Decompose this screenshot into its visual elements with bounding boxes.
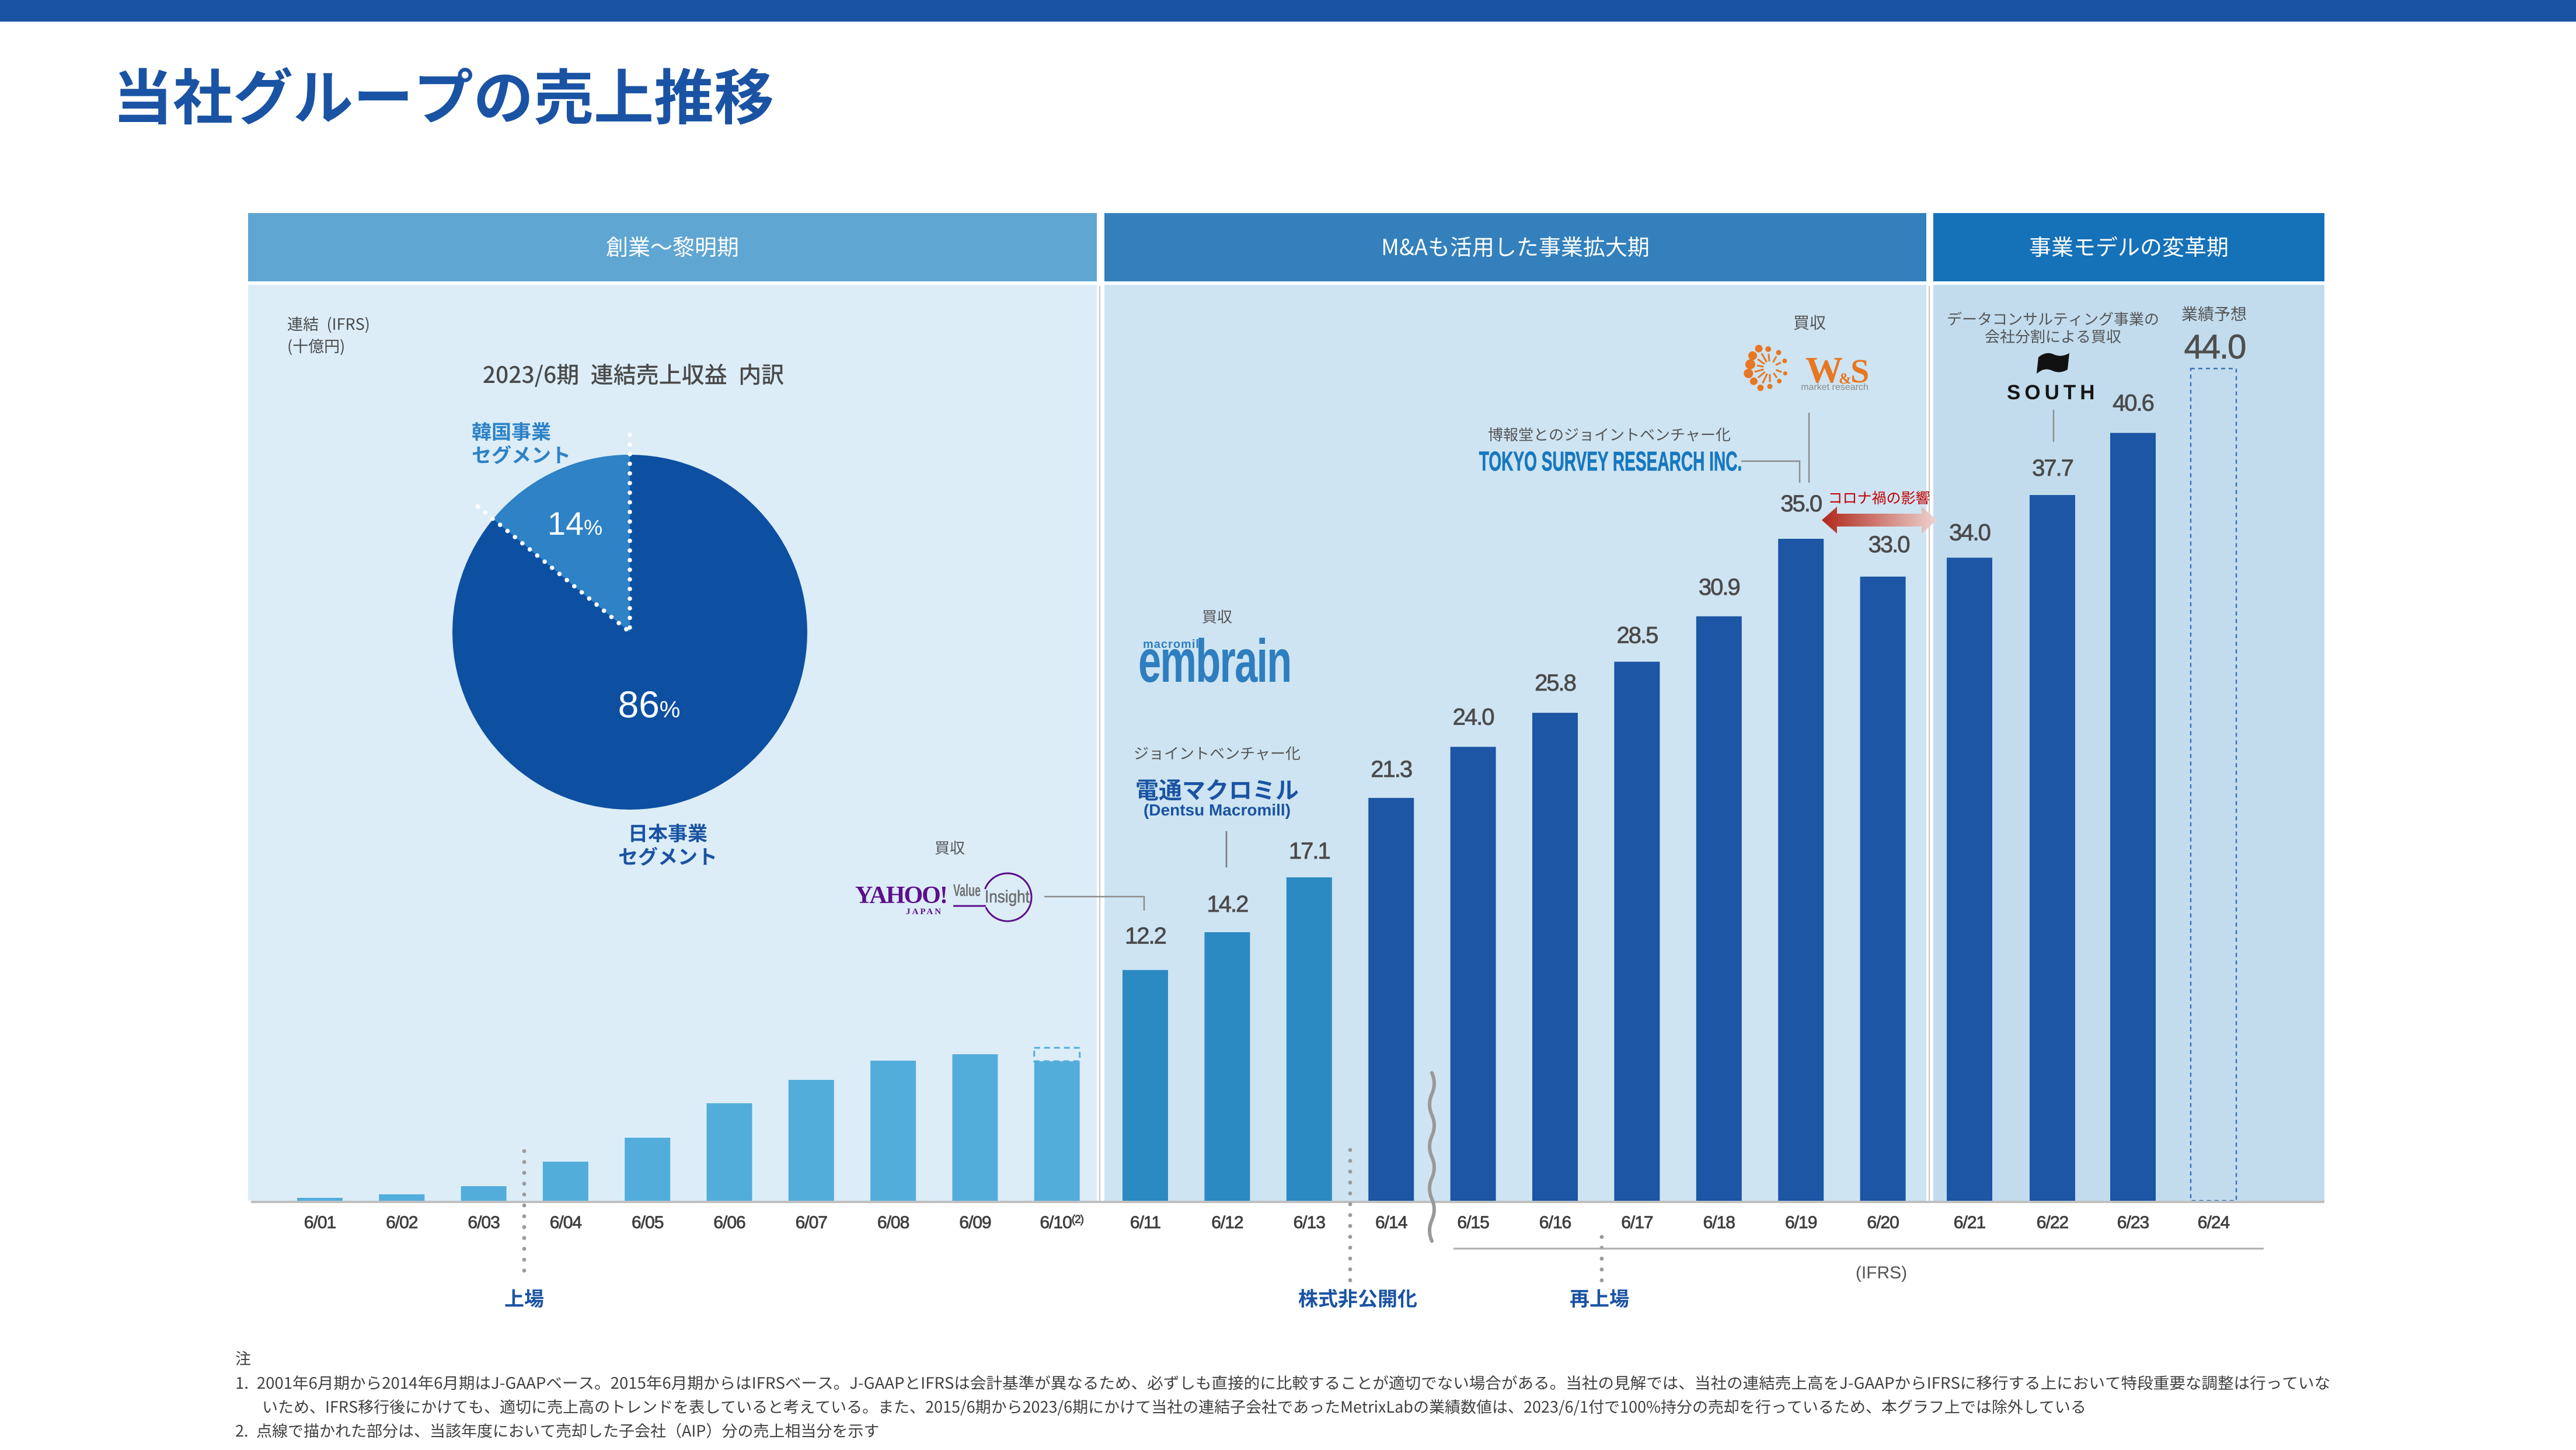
svg-text:embrain: embrain	[1138, 627, 1291, 695]
svg-text:(Dentsu Macromill): (Dentsu Macromill)	[1144, 801, 1291, 819]
svg-text:6/03: 6/03	[468, 1213, 500, 1232]
svg-text:Insight: Insight	[985, 887, 1030, 906]
svg-text:6/07: 6/07	[796, 1213, 828, 1232]
svg-text:6/01: 6/01	[304, 1213, 336, 1232]
svg-text:6/24: 6/24	[2198, 1213, 2230, 1232]
svg-text:6/19: 6/19	[1785, 1213, 1817, 1232]
svg-text:macromill: macromill	[1143, 638, 1203, 651]
svg-text:40.6: 40.6	[2113, 391, 2154, 416]
svg-text:21.3: 21.3	[1371, 757, 1412, 782]
svg-text:6/13: 6/13	[1294, 1213, 1326, 1232]
svg-text:Value: Value	[953, 881, 981, 900]
svg-text:14.2: 14.2	[1207, 891, 1248, 917]
svg-text:6/21: 6/21	[1954, 1213, 1986, 1232]
svg-text:SOUTH: SOUTH	[2007, 381, 2099, 404]
svg-text:86%: 86%	[618, 684, 681, 726]
svg-text:6/12: 6/12	[1211, 1213, 1243, 1232]
svg-text:33.0: 33.0	[1869, 532, 1910, 557]
svg-text:17.1: 17.1	[1289, 838, 1330, 864]
svg-text:44.0: 44.0	[2184, 328, 2246, 366]
svg-text:(IFRS): (IFRS)	[1856, 1263, 1907, 1282]
svg-text:6/18: 6/18	[1703, 1213, 1735, 1232]
svg-text:6/11: 6/11	[1130, 1213, 1160, 1232]
svg-text:24.0: 24.0	[1453, 704, 1494, 730]
svg-text:W: W	[1805, 349, 1843, 391]
svg-text:6/22: 6/22	[2037, 1213, 2069, 1232]
svg-text:6/14: 6/14	[1375, 1213, 1407, 1232]
svg-text:37.7: 37.7	[2032, 455, 2073, 481]
svg-text:6/20: 6/20	[1867, 1213, 1899, 1232]
svg-text:6/08: 6/08	[877, 1213, 909, 1232]
svg-text:25.8: 25.8	[1535, 670, 1576, 696]
svg-text:6/23: 6/23	[2117, 1213, 2149, 1232]
svg-text:YAHOO!: YAHOO!	[855, 882, 947, 909]
svg-text:&: &	[1839, 370, 1852, 387]
svg-text:S: S	[1850, 352, 1869, 390]
svg-text:6/10(2): 6/10(2)	[1040, 1213, 1083, 1232]
svg-text:6/09: 6/09	[959, 1213, 991, 1232]
svg-text:35.0: 35.0	[1780, 491, 1822, 517]
svg-text:6/04: 6/04	[550, 1213, 582, 1232]
svg-text:market research: market research	[1801, 382, 1869, 392]
svg-text:14%: 14%	[548, 505, 602, 542]
svg-text:34.0: 34.0	[1949, 520, 1991, 545]
svg-text:6/05: 6/05	[632, 1213, 664, 1232]
svg-text:6/16: 6/16	[1539, 1213, 1571, 1232]
svg-text:TOKYO SURVEY RESEARCH INC.: TOKYO SURVEY RESEARCH INC.	[1479, 447, 1742, 477]
svg-text:JAPAN: JAPAN	[906, 907, 943, 916]
svg-text:6/02: 6/02	[386, 1213, 418, 1232]
svg-text:6/15: 6/15	[1457, 1213, 1489, 1232]
svg-text:28.5: 28.5	[1616, 623, 1658, 649]
svg-text:12.2: 12.2	[1125, 923, 1166, 949]
svg-text:6/06: 6/06	[713, 1213, 745, 1232]
svg-text:30.9: 30.9	[1699, 574, 1740, 600]
svg-text:6/17: 6/17	[1621, 1213, 1653, 1232]
